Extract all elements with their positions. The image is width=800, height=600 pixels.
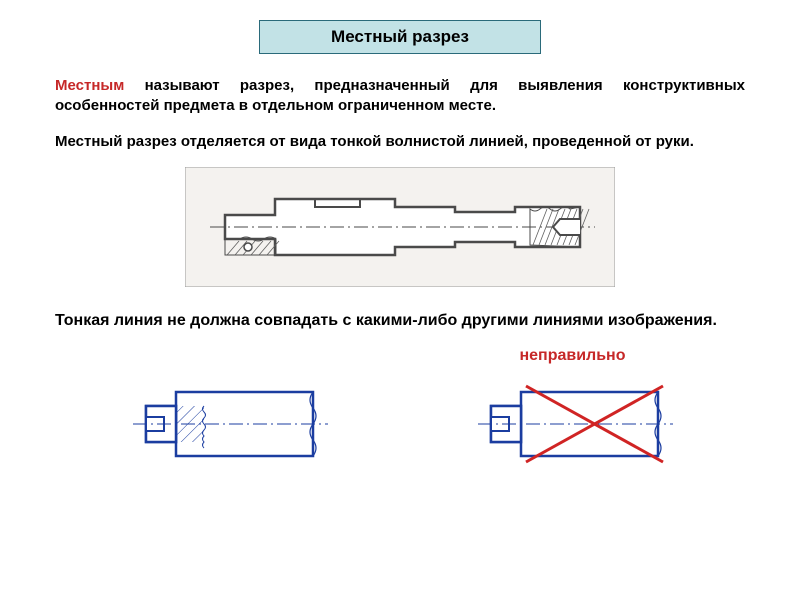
shaft-drawing-container [55,167,745,292]
accent-word: Местным [55,77,124,94]
wrong-label: неправильно [448,347,698,365]
para1-rest: называют разрез, предназначенный для выя… [55,77,745,114]
title-box: Местный разрез [259,20,541,54]
example-correct [103,347,353,484]
shaft-drawing [185,167,615,287]
examples-row: неправильно [55,347,745,484]
paragraph-rule: Тонкая линия не должна совпадать с каким… [55,310,745,332]
example-wrong: неправильно [448,347,698,484]
paragraph-definition: Местным называют разрез, предназначенный… [55,76,745,117]
example-wrong-drawing [463,369,683,479]
paragraph-wavy-line: Местный разрез отделяется от вида тонкой… [55,132,745,152]
example-correct-drawing [118,369,338,479]
